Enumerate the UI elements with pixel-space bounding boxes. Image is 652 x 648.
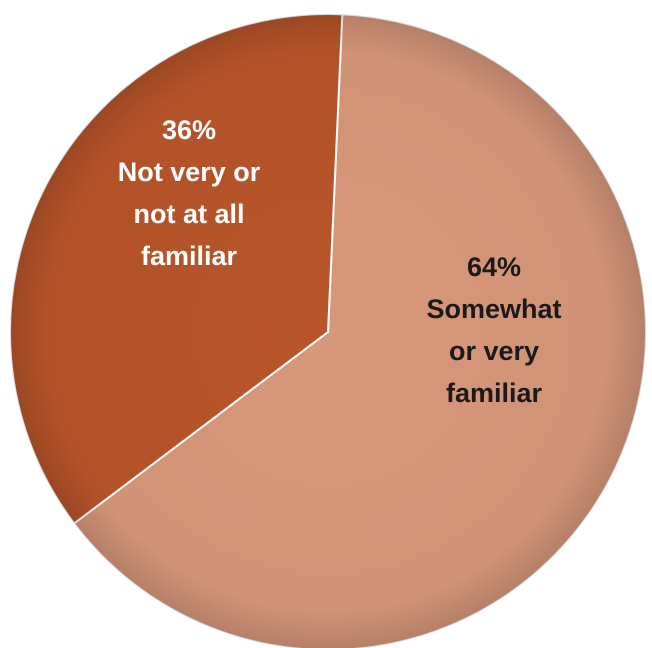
pie-slice-label-64: 64% Somewhat or very familiar [426,252,561,408]
pie-slice-label-line: or very [449,336,539,366]
pie-slice-label-line: Not very or [118,157,261,187]
pie-labels: 64% Somewhat or very familiar 36% Not very or… [118,115,562,408]
pie-slice-label-line: 36% [162,115,216,145]
pie-slice-label-line: familiar [141,241,238,271]
pie-slice-label-line: 64% [467,252,521,282]
pie-slice-label-36: 36% Not very or not at all familiar [118,115,261,271]
pie-slices [9,12,648,648]
pie-slice-label-line: Somewhat [426,294,561,324]
pie-slice-label-line: familiar [446,378,543,408]
pie-slice-label-line: not at all [133,199,244,229]
